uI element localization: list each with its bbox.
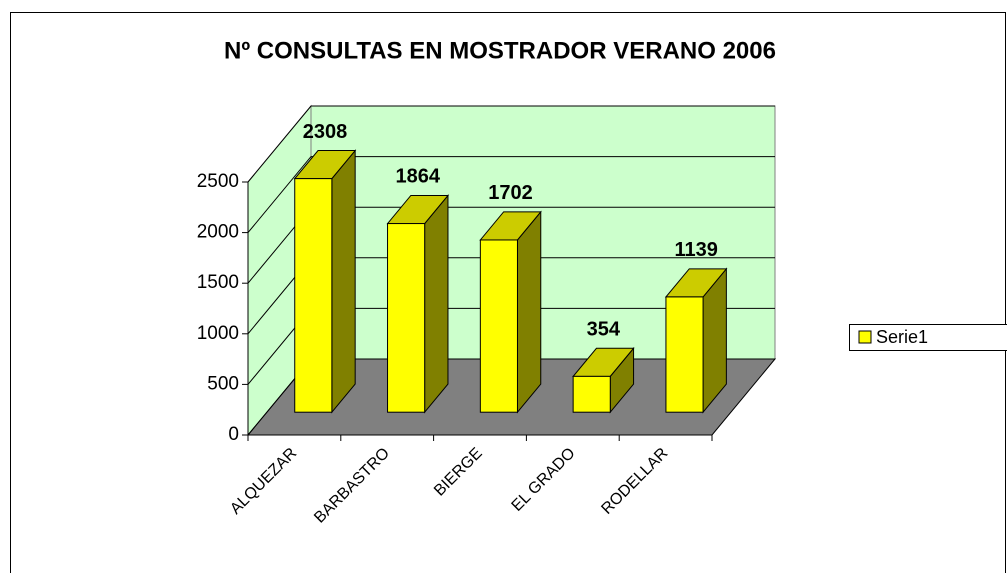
data-label: 1864: [396, 166, 441, 188]
bar-front: [665, 296, 704, 413]
bar: [572, 346, 635, 414]
data-label: 1139: [674, 239, 717, 261]
bar-side: [331, 149, 356, 414]
data-label: 2308: [303, 121, 348, 143]
bar: [664, 267, 728, 414]
y-tick-label: 1500: [197, 272, 239, 293]
bar-front: [294, 178, 333, 413]
bar-front: [479, 239, 518, 413]
data-label: 1702: [488, 182, 533, 204]
legend-swatch: [858, 330, 872, 344]
bar: [293, 149, 357, 414]
chart-title: Nº CONSULTAS EN MOSTRADOR VERANO 2006: [224, 37, 776, 64]
legend-label: Serie1: [876, 327, 928, 347]
y-tick-label: 500: [207, 373, 239, 394]
grid-line: [247, 105, 775, 183]
data-label: 354: [587, 319, 621, 341]
bar-front: [387, 223, 426, 413]
legend-box: [849, 324, 1007, 351]
bar-side: [516, 210, 542, 414]
y-tick-label: 0: [228, 424, 239, 445]
y-tick-label: 2000: [197, 222, 239, 243]
grid-line: [247, 156, 775, 233]
bar: [479, 210, 542, 414]
y-tick-label: 1000: [197, 323, 239, 344]
y-tick-label: 2500: [197, 171, 239, 192]
bar-front: [572, 375, 611, 413]
bar: [386, 194, 450, 414]
bar-side: [424, 194, 449, 414]
